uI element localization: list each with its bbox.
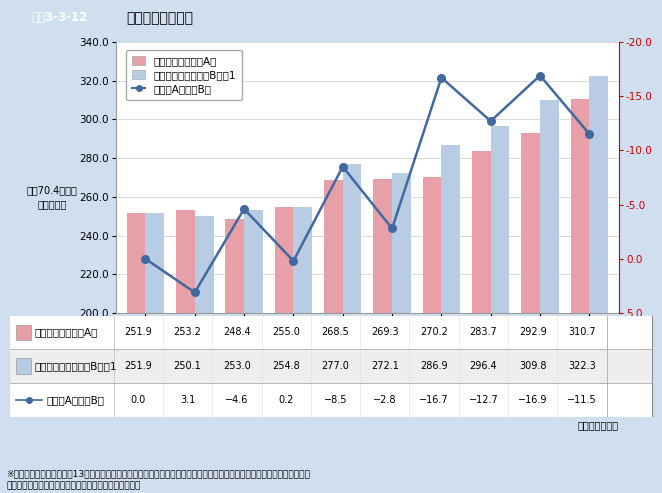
Text: （単位：億円）: （単位：億円） xyxy=(578,421,619,430)
Legend: 保険給付費実績（A）, 保険給付費推定値（B）＊1, 差額（A）－（B）: 保険給付費実績（A）, 保険給付費推定値（B）＊1, 差額（A）－（B） xyxy=(126,50,242,100)
Bar xyxy=(126,212,146,493)
Bar xyxy=(10,349,652,383)
Text: 268.5: 268.5 xyxy=(322,327,350,337)
Bar xyxy=(176,210,195,493)
Bar xyxy=(521,133,540,493)
Text: 309.8: 309.8 xyxy=(519,361,547,371)
Text: 292.9: 292.9 xyxy=(519,327,547,337)
Text: 3.1: 3.1 xyxy=(180,395,195,405)
Bar xyxy=(571,99,589,493)
Bar xyxy=(293,207,312,493)
Text: 322.3: 322.3 xyxy=(568,361,596,371)
Text: 差額（A）－（B）: 差額（A）－（B） xyxy=(46,395,104,405)
Bar xyxy=(17,358,30,374)
Text: 251.9: 251.9 xyxy=(124,327,152,337)
Bar xyxy=(225,219,244,493)
Text: 図袅3-3-12: 図袅3-3-12 xyxy=(32,11,87,24)
Text: 253.2: 253.2 xyxy=(173,327,201,337)
Text: 269.3: 269.3 xyxy=(371,327,399,337)
Text: 255.0: 255.0 xyxy=(272,327,300,337)
Text: −4.6: −4.6 xyxy=(225,395,249,405)
Bar xyxy=(343,164,361,493)
Text: 270.2: 270.2 xyxy=(420,327,448,337)
Bar xyxy=(17,325,30,340)
Text: 310.7: 310.7 xyxy=(568,327,596,337)
Bar xyxy=(244,211,263,493)
Text: −2.8: −2.8 xyxy=(373,395,397,405)
Bar xyxy=(195,216,214,493)
Bar xyxy=(10,383,652,417)
Text: 保険給付費実績（A）: 保険給付費実績（A） xyxy=(34,327,98,337)
Bar xyxy=(324,180,343,493)
Text: 277.0: 277.0 xyxy=(322,361,350,371)
Text: −11.5: −11.5 xyxy=(567,395,597,405)
Text: −16.9: −16.9 xyxy=(518,395,547,405)
Bar xyxy=(472,151,491,493)
Text: 累聩70.4億円の
医療費削減: 累聩70.4億円の 医療費削減 xyxy=(26,185,77,209)
Bar xyxy=(373,179,392,493)
Bar xyxy=(422,177,442,493)
Text: 248.4: 248.4 xyxy=(223,327,251,337)
Text: 283.7: 283.7 xyxy=(469,327,497,337)
Text: −8.5: −8.5 xyxy=(324,395,348,405)
Bar xyxy=(442,145,460,493)
Text: 254.8: 254.8 xyxy=(272,361,300,371)
Text: −12.7: −12.7 xyxy=(469,395,498,405)
Text: −16.7: −16.7 xyxy=(419,395,449,405)
Bar xyxy=(491,126,510,493)
Bar xyxy=(392,174,411,493)
Text: ※保険給付費推定値：平成13年度を基準年度とし、特退制度を有する他の数健保の保険給付費の平均伸率と同率で三菱電機
　健保の保険給付費が推移したと仮定した場合の推: ※保険給付費推定値：平成13年度を基準年度とし、特退制度を有する他の数健保の保険… xyxy=(7,469,310,491)
Text: 296.4: 296.4 xyxy=(469,361,497,371)
Bar xyxy=(10,316,652,349)
Text: 給付費の経年推移: 給付費の経年推移 xyxy=(126,11,194,25)
Text: 253.0: 253.0 xyxy=(223,361,251,371)
Bar xyxy=(589,76,608,493)
Text: 272.1: 272.1 xyxy=(371,361,399,371)
Text: 251.9: 251.9 xyxy=(124,361,152,371)
Bar xyxy=(540,101,559,493)
Text: 250.1: 250.1 xyxy=(173,361,201,371)
Text: 0.0: 0.0 xyxy=(130,395,146,405)
Bar xyxy=(146,212,164,493)
Text: 286.9: 286.9 xyxy=(420,361,448,371)
Text: 保険給付費推定値（B）＊1: 保険給付費推定値（B）＊1 xyxy=(34,361,117,371)
Text: 0.2: 0.2 xyxy=(279,395,294,405)
Bar xyxy=(275,207,293,493)
